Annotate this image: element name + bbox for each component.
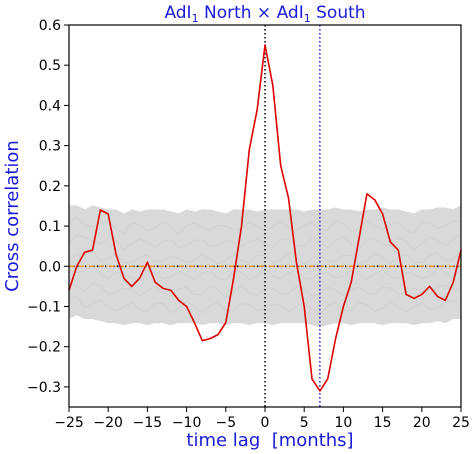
surrogate-line — [68, 249, 462, 265]
surrogate-line — [68, 233, 462, 251]
x-tick-label: −25 — [54, 415, 84, 431]
surrogate-line — [68, 281, 462, 299]
y-tick-label: −0.1 — [27, 299, 61, 315]
x-tick-label: −10 — [172, 415, 202, 431]
reference-lines — [69, 25, 461, 407]
x-tick-label: 0 — [261, 415, 270, 431]
x-axis-label: time lag [months] — [186, 430, 353, 451]
y-ticks: −0.3 −0.2 −0.1 0.0 0.1 0.2 0.3 0.4 0.5 0.6 — [27, 18, 69, 396]
x-tick-label: 10 — [334, 415, 352, 431]
y-tick-label: −0.2 — [27, 340, 61, 356]
chart-title: AdI1 North × AdI1 South — [164, 3, 365, 25]
x-tick-label: 25 — [452, 415, 470, 431]
x-tick-label: −15 — [133, 415, 163, 431]
y-tick-label: 0.4 — [39, 98, 61, 114]
x-tick-label: 15 — [374, 415, 392, 431]
y-tick-label: 0.2 — [39, 179, 61, 195]
series-layer — [68, 44, 462, 392]
surrogate-line — [68, 296, 462, 315]
x-ticks: −25 −20 −15 −10 −5 0 5 10 15 20 25 — [54, 407, 470, 431]
y-tick-label: −0.3 — [27, 380, 61, 396]
x-tick-label: 5 — [300, 415, 309, 431]
y-tick-label: 0.5 — [39, 58, 61, 74]
y-tick-label: 0.0 — [39, 259, 61, 275]
x-tick-label: −5 — [215, 415, 236, 431]
x-tick-label: 20 — [413, 415, 431, 431]
series-line-0 — [68, 44, 462, 392]
surrogate-line — [68, 216, 462, 235]
y-tick-label: 0.1 — [39, 219, 61, 235]
x-tick-label: −20 — [93, 415, 123, 431]
y-axis-label: Cross correlation — [2, 140, 23, 292]
y-tick-label: 0.3 — [39, 139, 61, 155]
y-tick-label: 0.6 — [39, 18, 61, 34]
